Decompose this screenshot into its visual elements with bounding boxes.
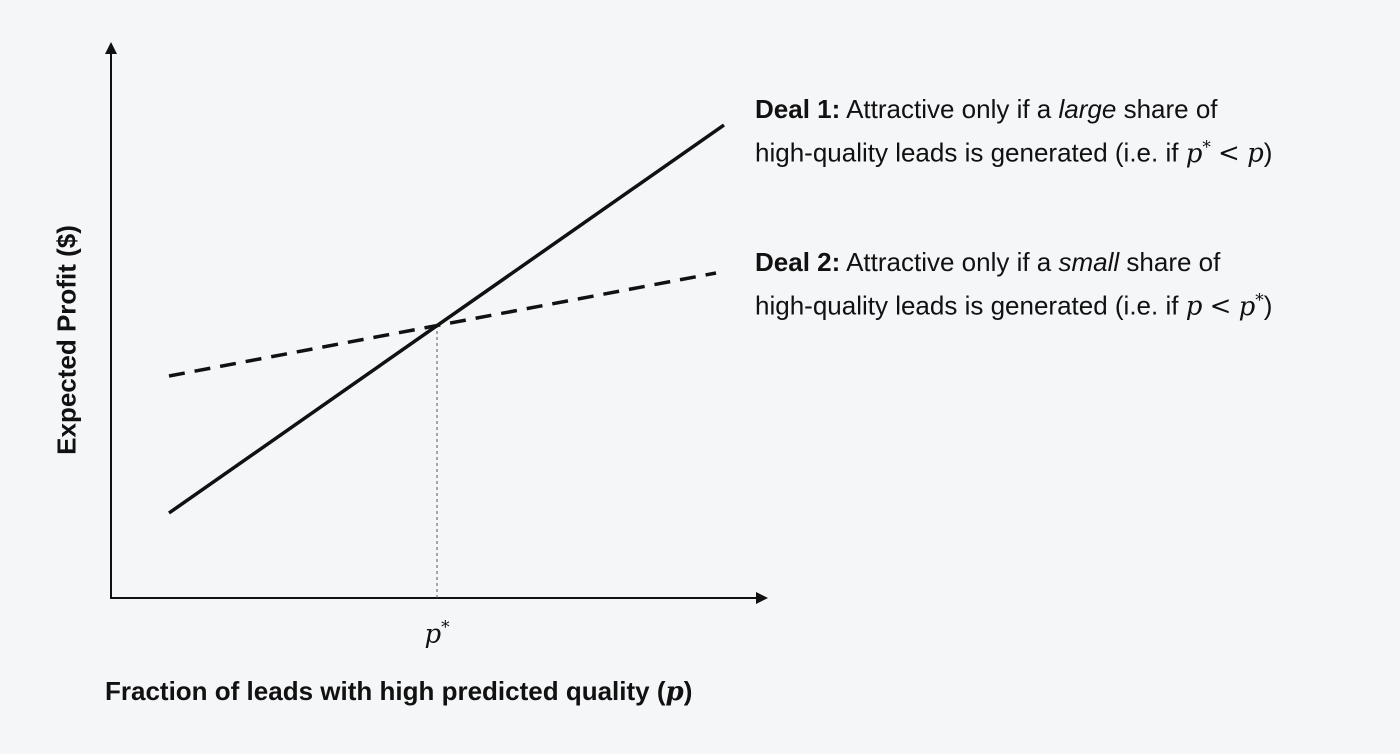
deal-2-emphasis: small <box>1058 247 1120 277</box>
deal-2-math-b: p* <box>1238 289 1264 322</box>
deal-1-math-b: p <box>1247 138 1264 169</box>
x-axis-label: Fraction of leads with high predicted qu… <box>105 676 692 707</box>
deal-2-op: < <box>1209 291 1232 322</box>
deal-1-emphasis: large <box>1058 94 1117 124</box>
deal-1-description: Deal 1: Attractive only if a large share… <box>755 91 1395 173</box>
p-star-tick-sup: * <box>441 616 450 637</box>
deal-2-math-b-var: p <box>1238 291 1256 322</box>
deal-2-text-pre: Attractive only if a <box>846 247 1052 277</box>
x-axis-label-text: Fraction of leads with high predicted qu… <box>105 676 666 706</box>
deal-2-line2: high-quality leads is generated (i.e. if <box>755 290 1179 321</box>
x-axis-label-var: p <box>665 677 684 707</box>
deal-1-text-post: share of <box>1123 94 1218 124</box>
deal-1-math-a: p* <box>1185 136 1211 169</box>
deal-2-text-post: share of <box>1126 247 1221 277</box>
deal-1-line <box>167 123 726 515</box>
y-axis-label: Expected Profit ($) <box>51 225 82 455</box>
p-star-tick-label: p* <box>424 617 449 650</box>
deal-2-description: Deal 2: Attractive only if a small share… <box>755 244 1395 326</box>
deal-1-math-a-var: p <box>1185 138 1203 169</box>
p-star-tick-var: p <box>424 619 442 650</box>
deal-1-close: ) <box>1263 137 1273 168</box>
deal-2-title: Deal 2: <box>755 247 841 277</box>
deal-2-close: ) <box>1263 290 1273 321</box>
deal-2-math-a: p <box>1185 291 1203 322</box>
x-axis-label-close: ) <box>683 676 693 706</box>
deal-2-line <box>168 271 717 378</box>
deal-1-title: Deal 1: <box>755 94 841 124</box>
deal-1-math-a-sup: * <box>1202 136 1211 156</box>
deal-1-line2: high-quality leads is generated (i.e. if <box>755 137 1179 168</box>
deal-1-op: < <box>1218 138 1240 169</box>
deal-2-math-b-sup: * <box>1255 289 1264 309</box>
deal-1-text-pre: Attractive only if a <box>846 94 1052 124</box>
